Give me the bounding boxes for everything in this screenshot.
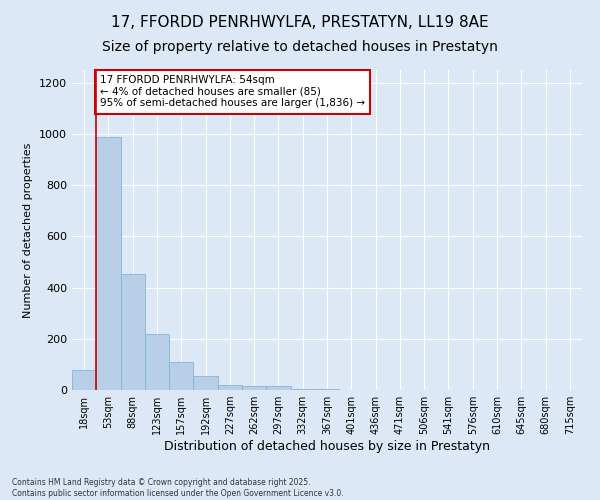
Text: 17 FFORDD PENRHWYLFA: 54sqm
← 4% of detached houses are smaller (85)
95% of semi: 17 FFORDD PENRHWYLFA: 54sqm ← 4% of deta…: [100, 75, 365, 108]
Bar: [193, 376, 218, 390]
Y-axis label: Number of detached properties: Number of detached properties: [23, 142, 34, 318]
Bar: [72, 370, 96, 390]
Bar: [121, 274, 145, 390]
Text: 17, FFORDD PENRHWYLFA, PRESTATYN, LL19 8AE: 17, FFORDD PENRHWYLFA, PRESTATYN, LL19 8…: [111, 15, 489, 30]
Bar: [96, 136, 121, 390]
Text: Contains HM Land Registry data © Crown copyright and database right 2025.
Contai: Contains HM Land Registry data © Crown c…: [12, 478, 344, 498]
Bar: [169, 362, 193, 390]
Bar: [218, 385, 242, 390]
X-axis label: Distribution of detached houses by size in Prestatyn: Distribution of detached houses by size …: [164, 440, 490, 453]
Text: Size of property relative to detached houses in Prestatyn: Size of property relative to detached ho…: [102, 40, 498, 54]
Bar: [145, 334, 169, 390]
Bar: [242, 386, 266, 390]
Bar: [266, 386, 290, 390]
Bar: [290, 388, 315, 390]
